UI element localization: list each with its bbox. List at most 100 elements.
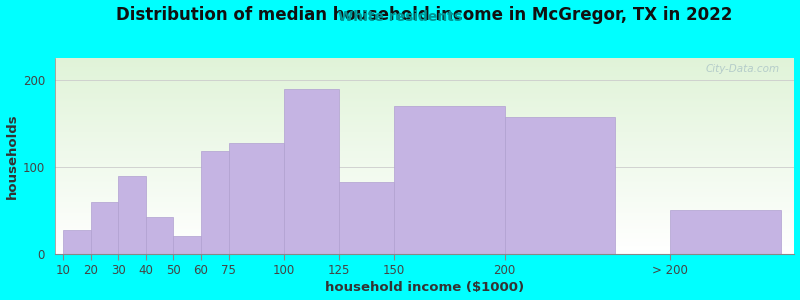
Bar <box>90 202 118 254</box>
Bar <box>54 177 794 179</box>
Bar <box>54 187 794 189</box>
Bar <box>54 78 794 80</box>
Bar <box>54 164 794 166</box>
Bar <box>54 132 794 134</box>
Bar <box>54 127 794 128</box>
Bar <box>54 228 794 230</box>
Bar <box>54 208 794 210</box>
Text: City-Data.com: City-Data.com <box>706 64 780 74</box>
Bar <box>54 185 794 187</box>
Bar <box>201 152 229 254</box>
Bar <box>54 192 794 194</box>
Bar <box>54 166 794 168</box>
Bar <box>54 67 794 68</box>
Bar <box>54 241 794 242</box>
Bar <box>54 168 794 169</box>
Bar <box>54 128 794 130</box>
Bar <box>54 230 794 231</box>
Bar <box>54 212 794 213</box>
Bar <box>54 249 794 250</box>
Bar <box>54 143 794 145</box>
Bar <box>54 146 794 148</box>
Bar <box>54 76 794 78</box>
Bar <box>54 138 794 140</box>
Bar <box>54 215 794 216</box>
Bar <box>54 73 794 75</box>
Bar <box>54 80 794 81</box>
Bar <box>54 107 794 109</box>
Bar <box>54 134 794 135</box>
Bar <box>54 101 794 102</box>
Bar <box>54 199 794 200</box>
Bar <box>54 159 794 161</box>
Bar <box>54 130 794 132</box>
Bar <box>54 65 794 67</box>
Bar <box>54 182 794 184</box>
Bar <box>54 205 794 207</box>
Bar <box>54 203 794 205</box>
Bar <box>54 119 794 120</box>
Bar <box>339 182 394 254</box>
Bar <box>54 224 794 226</box>
Bar <box>54 181 794 182</box>
Bar <box>54 96 794 98</box>
Text: White residents: White residents <box>338 10 462 24</box>
Bar <box>54 231 794 233</box>
Bar <box>54 85 794 86</box>
Bar <box>54 221 794 223</box>
Bar <box>54 75 794 76</box>
Bar <box>54 116 794 117</box>
Bar <box>54 233 794 234</box>
Bar <box>54 125 794 127</box>
Bar <box>54 172 794 174</box>
Bar <box>54 68 794 70</box>
Bar <box>54 163 794 164</box>
Bar <box>54 81 794 83</box>
Bar <box>54 140 794 142</box>
Bar <box>54 98 794 99</box>
Bar <box>394 106 505 254</box>
Bar <box>54 223 794 224</box>
Bar <box>54 216 794 218</box>
Bar <box>54 179 794 181</box>
Bar <box>54 145 794 146</box>
Bar <box>54 109 794 111</box>
Bar <box>54 242 794 244</box>
Bar <box>54 200 794 202</box>
Bar <box>54 86 794 88</box>
Bar <box>54 136 794 138</box>
Bar <box>54 63 794 65</box>
Bar <box>54 58 794 60</box>
Bar <box>54 112 794 114</box>
Bar <box>54 174 794 176</box>
Bar <box>54 202 794 203</box>
Bar <box>54 122 794 124</box>
Y-axis label: households: households <box>6 113 18 199</box>
Bar <box>54 102 794 104</box>
Bar <box>54 197 794 199</box>
Bar <box>54 234 794 236</box>
Bar <box>54 207 794 208</box>
Bar <box>284 89 339 254</box>
Bar <box>54 71 794 73</box>
Bar <box>54 120 794 122</box>
Bar <box>54 153 794 154</box>
Bar <box>54 161 794 163</box>
Bar <box>54 169 794 171</box>
Bar <box>54 151 794 153</box>
Bar <box>63 230 90 254</box>
Bar <box>54 246 794 247</box>
Bar <box>174 236 201 254</box>
Bar <box>54 239 794 241</box>
Bar <box>54 189 794 190</box>
Bar <box>54 148 794 150</box>
Bar <box>54 117 794 119</box>
Bar <box>54 83 794 85</box>
Bar <box>54 218 794 220</box>
Bar <box>54 88 794 89</box>
Bar <box>54 94 794 96</box>
Bar <box>54 93 794 94</box>
Bar <box>54 135 794 136</box>
X-axis label: household income ($1000): household income ($1000) <box>325 281 524 294</box>
Bar <box>54 158 794 159</box>
